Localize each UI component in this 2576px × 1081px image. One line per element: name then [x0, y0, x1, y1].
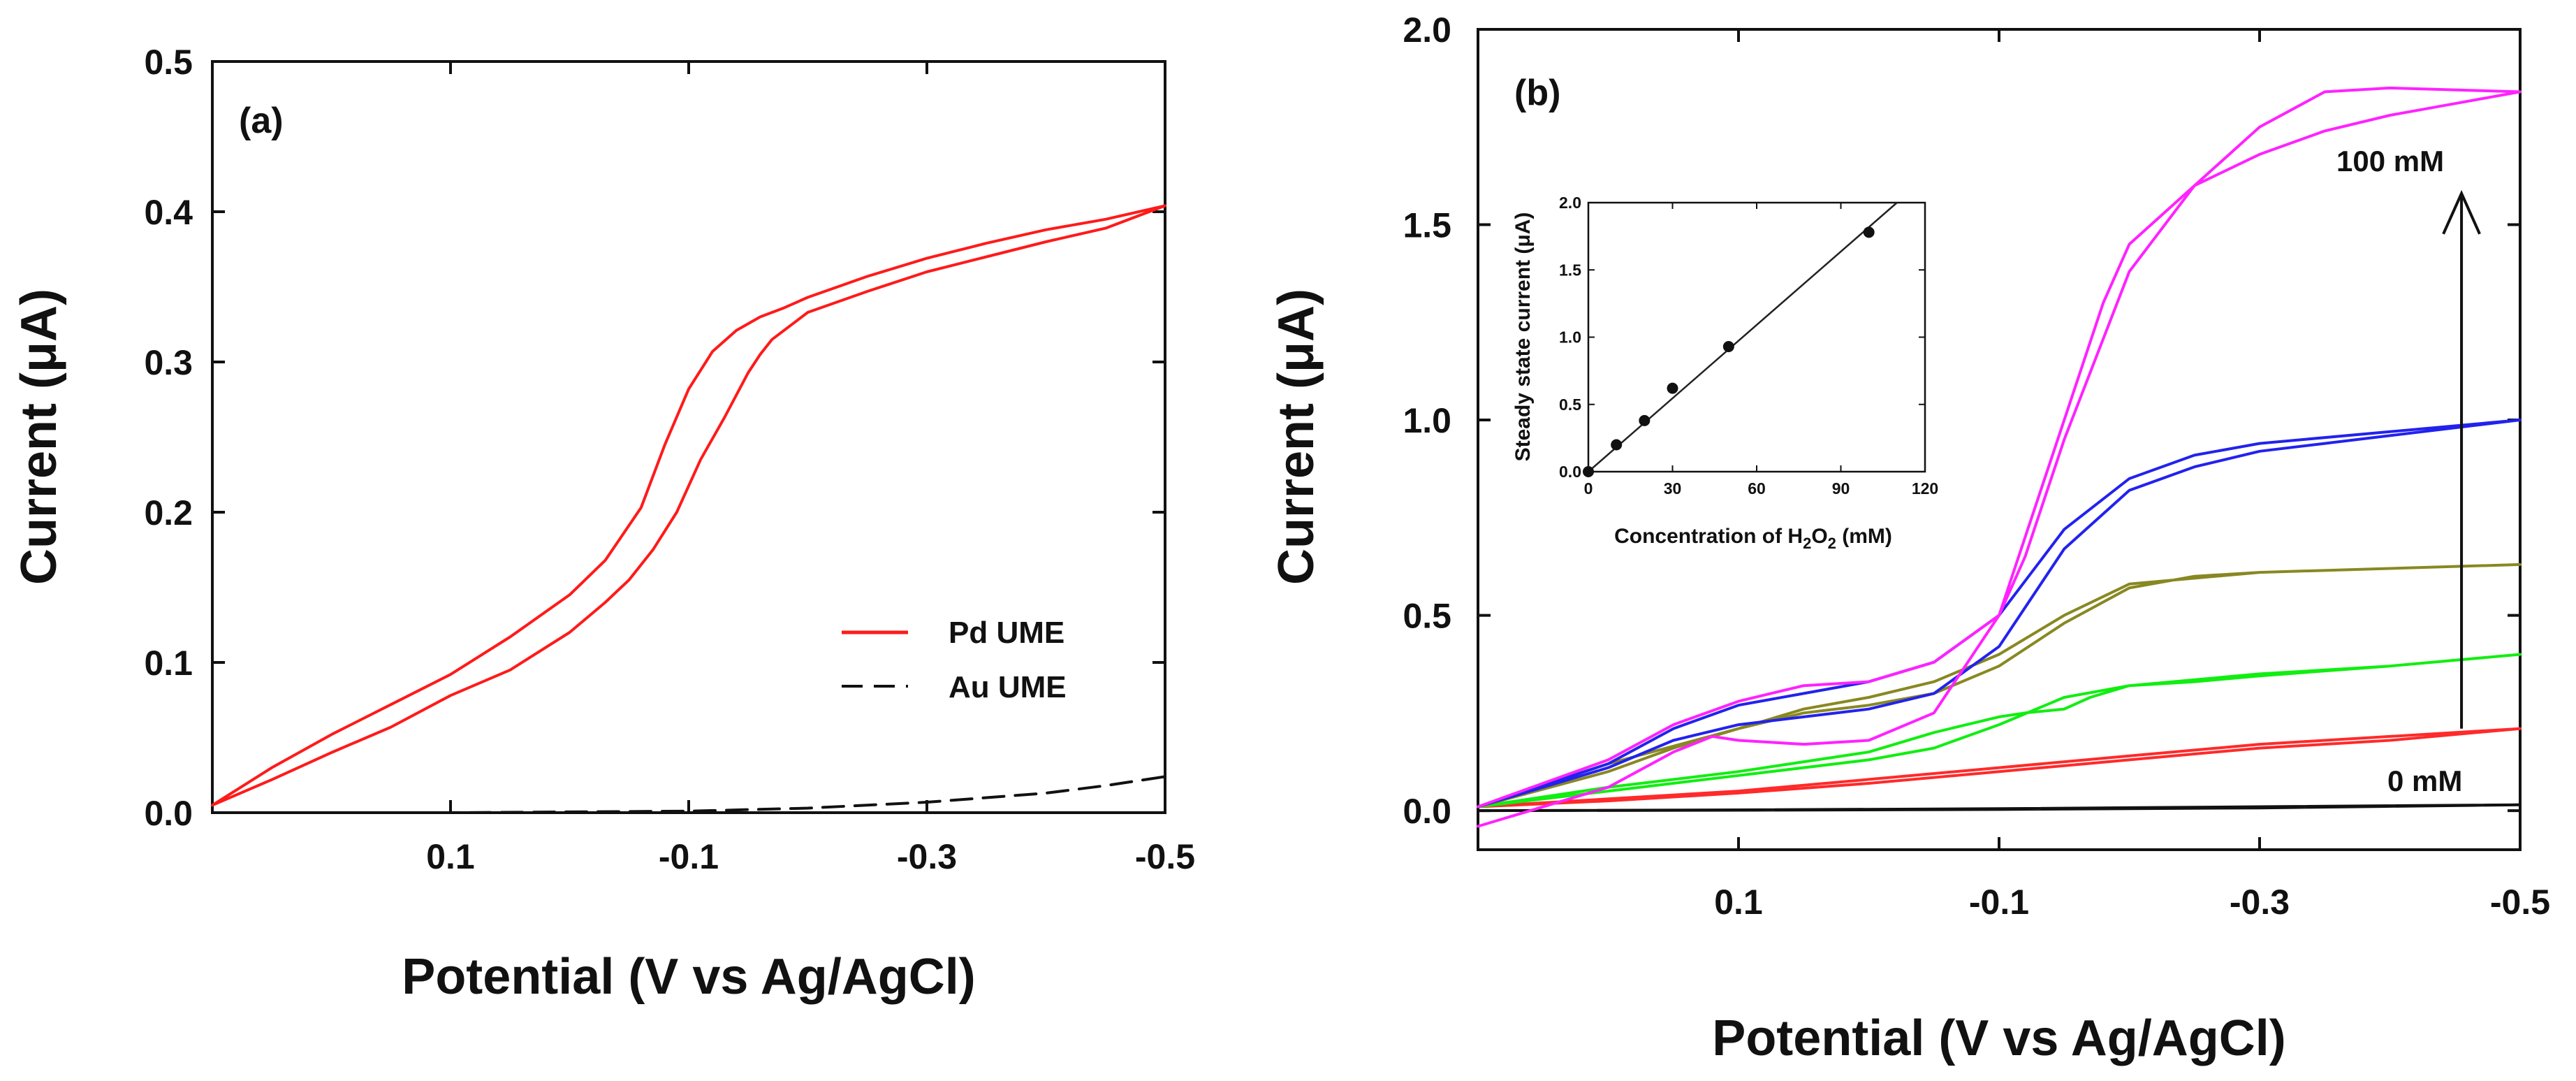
x-tick-label: -0.5	[1135, 837, 1195, 876]
panel-a-x-axis: 0.1 -0.1 -0.3 -0.5	[426, 61, 1195, 876]
panel-b-y-axis-label: Current (μA)	[1268, 289, 1324, 585]
panel-b-x-axis: 0.1 -0.1 -0.3 -0.5	[1714, 29, 2550, 922]
legend-label-au-ume: Au UME	[949, 670, 1067, 704]
inset-data-point	[1722, 340, 1734, 352]
series-line-0-mm	[1477, 803, 2522, 813]
y-tick-label: 0.0	[1403, 792, 1451, 831]
y-tick-label: 2.0	[1403, 10, 1451, 50]
y-tick-label: 1.0	[1403, 401, 1451, 440]
inset-x-label-sub: 2	[1803, 535, 1811, 552]
x-tick-label: 90	[1832, 479, 1850, 498]
x-tick-label: 0	[1584, 479, 1593, 498]
panel-a-label: (a)	[239, 101, 284, 141]
series-line-100-mm	[1477, 86, 2522, 828]
inset-data-point	[1639, 414, 1651, 426]
x-tick-label: 120	[1912, 479, 1938, 498]
inset-x-label-sub: 2	[1828, 535, 1836, 552]
panel-a-chart: (a) 0.0 0.1 0.2 0.3 0.4 0.5 0.1 -0.1 -0.3 -0.5 P…	[11, 43, 1195, 1005]
panel-b-y-axis: 0.0 0.5 1.0 1.5 2.0	[1403, 10, 2520, 831]
panel-a-series-group	[211, 204, 1166, 814]
y-tick-label: 0.2	[144, 493, 193, 532]
inset-plot-frame	[1587, 201, 1926, 473]
inset-x-label-part: Concentration of H	[1614, 525, 1803, 548]
legend-label-pd-ume: Pd UME	[949, 616, 1064, 650]
panel-a-legend: Pd UME Au UME	[842, 616, 1067, 704]
inset-x-label-part: O	[1811, 525, 1827, 548]
y-tick-label: 0.5	[144, 43, 193, 82]
x-tick-label: -0.1	[659, 837, 719, 876]
inset-x-axis-label: Concentration of H2O2 (mM)	[1614, 525, 1892, 552]
panel-a-x-axis-label: Potential (V vs Ag/AgCl)	[402, 949, 975, 1005]
inset-x-axis: 0 30 60 90 120	[1584, 203, 1938, 498]
y-tick-label: 1.5	[1559, 261, 1581, 279]
y-tick-label: 0.5	[1403, 597, 1451, 636]
series-line-pd-ume	[211, 204, 1166, 807]
x-tick-label: 60	[1748, 479, 1766, 498]
y-tick-label: 0.3	[144, 343, 193, 382]
inset-data-point	[1667, 382, 1678, 394]
inset-data-point	[1583, 466, 1594, 477]
panel-b-series-group	[1477, 86, 2522, 828]
inset-x-label-part: (mM)	[1836, 525, 1892, 548]
series-line-30-mm	[1477, 563, 2522, 808]
x-tick-label: 0.1	[426, 837, 475, 876]
panel-b-label: (b)	[1514, 73, 1560, 113]
inset-data-point	[1863, 226, 1875, 238]
series-line-20-mm	[1477, 653, 2522, 808]
y-tick-label: 0.5	[1559, 396, 1581, 414]
inset-data-group	[1583, 202, 1898, 477]
y-tick-label: 0.0	[1559, 463, 1581, 481]
series-line-au-ume	[211, 775, 1166, 814]
x-tick-label: 30	[1664, 479, 1682, 498]
x-tick-label: -0.1	[1969, 883, 2029, 922]
concentration-arrow-head	[2442, 189, 2481, 235]
y-tick-label: 0.4	[144, 193, 193, 232]
series-line-50-mm	[1477, 419, 2522, 808]
annotation-100-mm: 100 mM	[2336, 145, 2444, 177]
panel-a-y-axis: 0.0 0.1 0.2 0.3 0.4 0.5	[144, 43, 1165, 833]
annotation-0-mm: 0 mM	[2387, 764, 2462, 797]
x-tick-label: -0.3	[2230, 883, 2290, 922]
panel-a-y-axis-label: Current (μA)	[11, 289, 67, 585]
x-tick-label: -0.5	[2490, 883, 2550, 922]
y-tick-label: 1.0	[1559, 328, 1581, 347]
series-line-10-mm	[1477, 727, 2522, 808]
panel-b-x-axis-label: Potential (V vs Ag/AgCl)	[1712, 1010, 2285, 1066]
inset-fit-line	[1588, 202, 1898, 472]
inset-data-point	[1611, 439, 1623, 451]
y-tick-label: 0.1	[144, 644, 193, 683]
inset-y-axis: 0.0 0.5 1.0 1.5 2.0	[1559, 194, 1925, 481]
inset-calibration-plot: 0.0 0.5 1.0 1.5 2.0 0 30 60 90 120 Steady state …	[1512, 194, 1938, 552]
y-tick-label: 1.5	[1403, 206, 1451, 245]
x-tick-label: 0.1	[1714, 883, 1763, 922]
x-tick-label: -0.3	[897, 837, 957, 876]
y-tick-label: 0.0	[144, 794, 193, 833]
inset-y-axis-label: Steady state current (μA)	[1512, 212, 1535, 462]
y-tick-label: 2.0	[1559, 194, 1581, 212]
panel-b-chart: (b) 0.0 0.5 1.0 1.5 2.0 0.1 -0.1 -0.3 -0.5 100 …	[1268, 10, 2550, 1066]
panel-b-annotations: 100 mM 0 mM	[2336, 145, 2481, 797]
